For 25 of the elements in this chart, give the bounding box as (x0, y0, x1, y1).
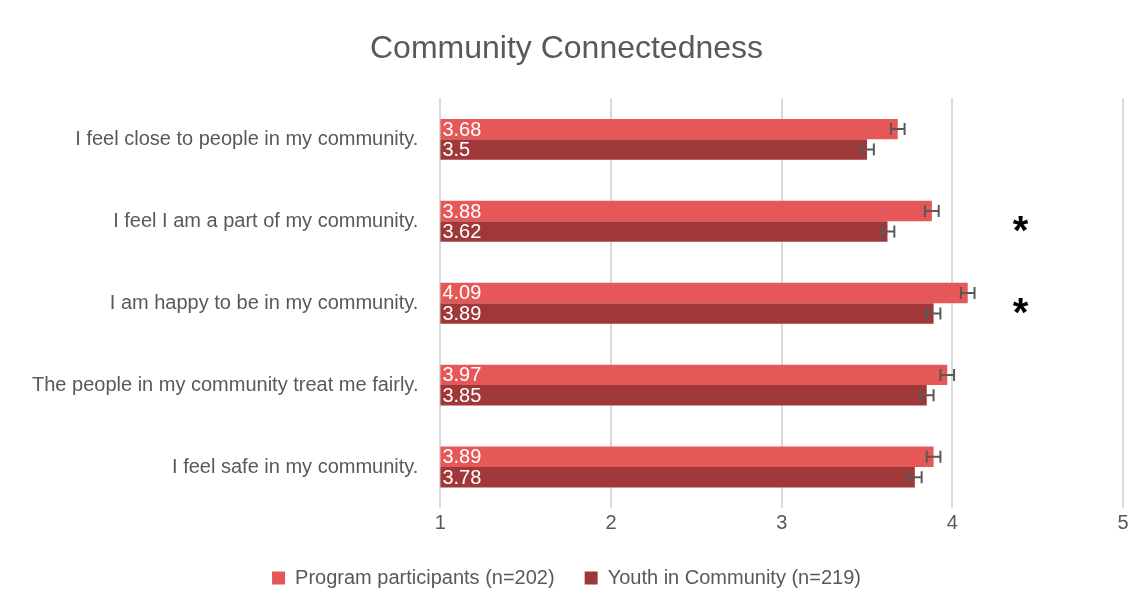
y-tick-label: I am happy to be in my community. (109, 290, 419, 313)
data-label: 3.88 (442, 199, 482, 222)
legend-label: Program participants (n=202) (295, 565, 555, 588)
chart-title: Community Connectedness (369, 29, 764, 66)
data-label: 3.85 (442, 383, 482, 406)
x-tick-label: 2 (605, 510, 617, 533)
data-label: 3.89 (442, 445, 482, 468)
data-label: 4.09 (442, 281, 482, 304)
annotation: * (1012, 208, 1029, 253)
annotation: * (1012, 290, 1029, 335)
data-label: 3.62 (442, 220, 482, 243)
data-label: 3.89 (442, 301, 482, 324)
x-tick-label: 4 (946, 510, 958, 533)
y-tick-label: I feel I am a part of my community. (113, 208, 419, 231)
data-label: 3.97 (442, 363, 482, 386)
data-label: 3.68 (442, 117, 482, 140)
data-label: 3.5 (442, 138, 471, 161)
legend-label: Youth in Community (n=219) (607, 565, 861, 588)
x-tick-label: 3 (776, 510, 788, 533)
y-tick-label: I feel safe in my community. (172, 454, 419, 477)
x-tick-label: 5 (1117, 510, 1129, 533)
y-tick-label: The people in my community treat me fairly. (32, 372, 419, 395)
x-tick-label: 1 (434, 510, 446, 533)
data-label: 3.78 (442, 465, 482, 488)
y-tick-label: I feel close to people in my community. (75, 126, 419, 149)
